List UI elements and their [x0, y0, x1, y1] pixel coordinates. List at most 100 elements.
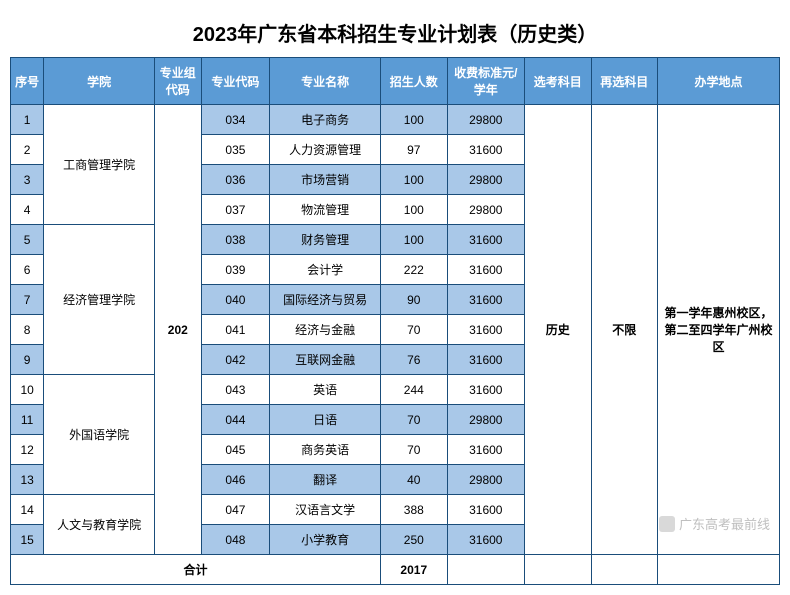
cell-fee: 29800 — [447, 105, 525, 135]
cell-enroll: 250 — [381, 525, 447, 555]
cell-fee: 29800 — [447, 195, 525, 225]
cell-enroll: 388 — [381, 495, 447, 525]
cell-majorname: 翻译 — [270, 465, 381, 495]
cell-sel1: 历史 — [525, 105, 591, 555]
cell-seq: 8 — [11, 315, 44, 345]
enrollment-table: 序号 学院 专业组代码 专业代码 专业名称 招生人数 收费标准元/学年 选考科目… — [10, 57, 780, 585]
watermark-text: 广东高考最前线 — [679, 514, 770, 533]
cell-majorcode: 045 — [201, 435, 270, 465]
cell-majorname: 市场营销 — [270, 165, 381, 195]
cell-majorname: 日语 — [270, 405, 381, 435]
cell-majorcode: 040 — [201, 285, 270, 315]
cell-fee: 29800 — [447, 165, 525, 195]
cell-college: 经济管理学院 — [44, 225, 155, 375]
header-majorname: 专业名称 — [270, 58, 381, 105]
cell-seq: 3 — [11, 165, 44, 195]
header-sel1: 选考科目 — [525, 58, 591, 105]
header-sel2: 再选科目 — [591, 58, 657, 105]
cell-majorname: 会计学 — [270, 255, 381, 285]
cell-enroll: 97 — [381, 135, 447, 165]
cell-college: 人文与教育学院 — [44, 495, 155, 555]
table-row: 1工商管理学院202034电子商务10029800历史不限第一学年惠州校区，第二… — [11, 105, 780, 135]
cell-majorname: 财务管理 — [270, 225, 381, 255]
cell-seq: 7 — [11, 285, 44, 315]
header-majorcode: 专业代码 — [201, 58, 270, 105]
cell-seq: 6 — [11, 255, 44, 285]
cell-seq: 14 — [11, 495, 44, 525]
cell-seq: 4 — [11, 195, 44, 225]
total-row: 合计2017 — [11, 555, 780, 585]
cell-fee: 31600 — [447, 225, 525, 255]
cell-enroll: 244 — [381, 375, 447, 405]
header-location: 办学地点 — [658, 58, 780, 105]
cell-majorcode: 034 — [201, 105, 270, 135]
total-blank — [591, 555, 657, 585]
cell-fee: 29800 — [447, 405, 525, 435]
header-seq: 序号 — [11, 58, 44, 105]
cell-fee: 31600 — [447, 135, 525, 165]
cell-majorcode: 035 — [201, 135, 270, 165]
cell-majorname: 电子商务 — [270, 105, 381, 135]
cell-majorname: 英语 — [270, 375, 381, 405]
cell-majorname: 物流管理 — [270, 195, 381, 225]
cell-fee: 31600 — [447, 525, 525, 555]
cell-enroll: 100 — [381, 165, 447, 195]
cell-college: 外国语学院 — [44, 375, 155, 495]
cell-majorname: 经济与金融 — [270, 315, 381, 345]
cell-enroll: 76 — [381, 345, 447, 375]
total-enroll: 2017 — [381, 555, 447, 585]
cell-seq: 13 — [11, 465, 44, 495]
cell-fee: 31600 — [447, 495, 525, 525]
total-blank — [447, 555, 525, 585]
cell-majorcode: 036 — [201, 165, 270, 195]
header-groupcode: 专业组代码 — [155, 58, 202, 105]
total-blank — [658, 555, 780, 585]
cell-majorcode: 048 — [201, 525, 270, 555]
cell-majorcode: 037 — [201, 195, 270, 225]
cell-majorname: 人力资源管理 — [270, 135, 381, 165]
cell-majorcode: 038 — [201, 225, 270, 255]
cell-majorcode: 041 — [201, 315, 270, 345]
header-row: 序号 学院 专业组代码 专业代码 专业名称 招生人数 收费标准元/学年 选考科目… — [11, 58, 780, 105]
cell-majorname: 小学教育 — [270, 525, 381, 555]
cell-college: 工商管理学院 — [44, 105, 155, 225]
header-college: 学院 — [44, 58, 155, 105]
total-blank — [525, 555, 591, 585]
cell-majorcode: 042 — [201, 345, 270, 375]
cell-fee: 31600 — [447, 315, 525, 345]
cell-enroll: 100 — [381, 195, 447, 225]
cell-enroll: 70 — [381, 435, 447, 465]
cell-enroll: 222 — [381, 255, 447, 285]
cell-seq: 9 — [11, 345, 44, 375]
cell-sel2: 不限 — [591, 105, 657, 555]
header-fee: 收费标准元/学年 — [447, 58, 525, 105]
cell-majorname: 汉语言文学 — [270, 495, 381, 525]
cell-fee: 31600 — [447, 285, 525, 315]
cell-seq: 11 — [11, 405, 44, 435]
cell-majorcode: 039 — [201, 255, 270, 285]
cell-majorcode: 044 — [201, 405, 270, 435]
cell-majorcode: 043 — [201, 375, 270, 405]
cell-fee: 31600 — [447, 345, 525, 375]
cell-enroll: 100 — [381, 105, 447, 135]
cell-location: 第一学年惠州校区，第二至四学年广州校区 — [658, 105, 780, 555]
cell-majorname: 互联网金融 — [270, 345, 381, 375]
cell-enroll: 40 — [381, 465, 447, 495]
watermark: 广东高考最前线 — [659, 514, 770, 533]
cell-fee: 31600 — [447, 375, 525, 405]
cell-groupcode: 202 — [155, 105, 202, 555]
cell-enroll: 100 — [381, 225, 447, 255]
header-enroll: 招生人数 — [381, 58, 447, 105]
cell-majorcode: 047 — [201, 495, 270, 525]
cell-seq: 2 — [11, 135, 44, 165]
cell-enroll: 90 — [381, 285, 447, 315]
cell-seq: 10 — [11, 375, 44, 405]
cell-majorname: 国际经济与贸易 — [270, 285, 381, 315]
total-label: 合计 — [11, 555, 381, 585]
cell-enroll: 70 — [381, 315, 447, 345]
wechat-icon — [659, 516, 675, 532]
cell-fee: 31600 — [447, 255, 525, 285]
cell-seq: 15 — [11, 525, 44, 555]
cell-enroll: 70 — [381, 405, 447, 435]
table-title: 2023年广东省本科招生专业计划表（历史类） — [10, 10, 780, 57]
